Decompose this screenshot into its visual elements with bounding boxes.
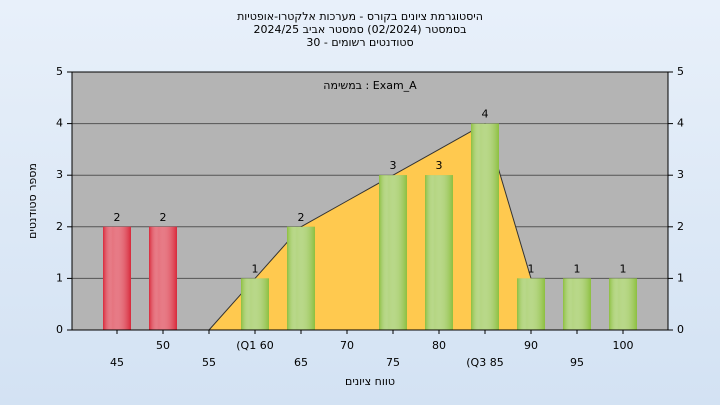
data-label: 2 xyxy=(160,211,167,224)
data-label: 2 xyxy=(114,211,121,224)
x-axis-label: טווח ציונים xyxy=(345,375,395,388)
bar-shine xyxy=(563,278,591,330)
bar-shine xyxy=(379,175,407,330)
y-tick-label: 3 xyxy=(56,168,63,181)
chart-subtitle: בסמסטר (02/2024) סמסטר אביב 2024/25 xyxy=(253,23,466,36)
y-tick-label: 0 xyxy=(56,323,63,336)
annotation: במשימה : Exam_A xyxy=(323,79,417,92)
x-tick-label: 50 xyxy=(156,339,170,352)
x-tick-label: (Q3 85 xyxy=(466,356,503,369)
bar-shine xyxy=(471,123,499,330)
data-label: 1 xyxy=(252,262,259,275)
x-tick-label: 90 xyxy=(524,339,538,352)
bar-shine xyxy=(103,226,131,330)
data-label: 2 xyxy=(298,211,305,224)
data-label: 4 xyxy=(482,108,489,121)
bar-shine xyxy=(287,226,315,330)
x-tick-label: 45 xyxy=(110,356,124,369)
data-label: 3 xyxy=(390,159,397,172)
y-tick-label: 1 xyxy=(56,271,63,284)
chart-subtitle: סטודנטים רשומים - 30 xyxy=(306,36,413,49)
x-tick-label: 65 xyxy=(294,356,308,369)
x-tick-label: 100 xyxy=(613,339,634,352)
y-tick-label: 5 xyxy=(677,65,684,78)
bar-shine xyxy=(149,226,177,330)
y-tick-label: 1 xyxy=(677,271,684,284)
y-axis-label: מספר סטודנטים xyxy=(26,163,39,239)
y-tick-label: 2 xyxy=(677,220,684,233)
x-tick-label: 95 xyxy=(570,356,584,369)
x-tick-label: 80 xyxy=(432,339,446,352)
plot-border xyxy=(71,71,669,331)
x-tick-label: 70 xyxy=(340,339,354,352)
bar-shine xyxy=(609,278,637,330)
y-tick-label: 0 xyxy=(677,323,684,336)
y-tick-label: 5 xyxy=(56,65,63,78)
chart-title: היסטוגרמת ציונים בקורס - מערכות אלקטרו-א… xyxy=(237,10,483,23)
y-tick-label: 4 xyxy=(56,117,63,130)
data-label: 1 xyxy=(574,262,581,275)
y-tick-label: 3 xyxy=(677,168,684,181)
data-label: 1 xyxy=(528,262,535,275)
x-tick-label: 75 xyxy=(386,356,400,369)
x-tick-label: 55 xyxy=(202,356,216,369)
data-label: 1 xyxy=(620,262,627,275)
y-tick-label: 2 xyxy=(56,220,63,233)
x-tick-label: (Q1 60 xyxy=(236,339,273,352)
data-label: 3 xyxy=(436,159,443,172)
bar-shine xyxy=(425,175,453,330)
y-tick-label: 4 xyxy=(677,117,684,130)
bar-shine xyxy=(241,278,269,330)
bar-shine xyxy=(517,278,545,330)
